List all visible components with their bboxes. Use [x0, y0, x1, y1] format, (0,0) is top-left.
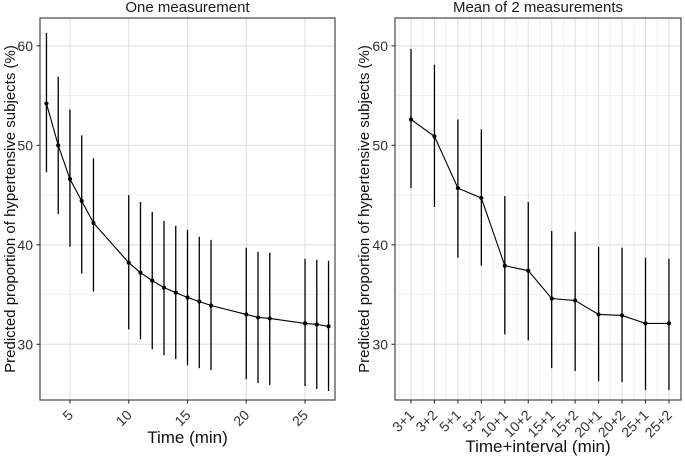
- x-tick-labels: 3+13+25+15+210+110+215+115+220+120+225+1…: [389, 407, 675, 441]
- svg-text:40: 40: [17, 237, 33, 253]
- panel-right: 30 40 50 60 3+13+25+15+210+110+215+115+220+1…: [372, 17, 682, 441]
- estimate-points: [44, 101, 331, 329]
- panel-border: [394, 17, 682, 401]
- svg-text:50: 50: [372, 137, 388, 153]
- y-axis-title-right: Predicted proportion of hypertensive sub…: [356, 45, 373, 373]
- svg-text:20: 20: [230, 407, 252, 429]
- estimate-line: [410, 119, 669, 324]
- svg-text:40: 40: [372, 237, 388, 253]
- svg-text:3+2: 3+2: [412, 407, 440, 435]
- svg-text:3+1: 3+1: [389, 407, 417, 435]
- panel-title-left: One measurement: [125, 0, 250, 16]
- x-axis-title-left: Time (min): [147, 428, 228, 447]
- svg-text:5: 5: [59, 407, 76, 424]
- axis-ticks: [36, 45, 306, 404]
- svg-text:30: 30: [17, 336, 33, 352]
- y-tick-labels: 30 40 50 60: [17, 38, 33, 352]
- svg-text:30: 30: [372, 336, 388, 352]
- svg-text:60: 60: [17, 38, 33, 54]
- svg-text:50: 50: [17, 137, 33, 153]
- svg-text:15: 15: [171, 407, 193, 429]
- panel-title-right: Mean of 2 measurements: [452, 0, 624, 16]
- svg-text:10: 10: [113, 407, 135, 429]
- axis-ticks: [391, 45, 670, 404]
- x-axis-title-right: Time+interval (min): [465, 437, 611, 456]
- svg-text:25+2: 25+2: [641, 407, 675, 441]
- svg-text:60: 60: [372, 38, 388, 54]
- svg-text:5+1: 5+1: [436, 407, 464, 435]
- x-tick-labels: 5 10 15 20 25: [59, 407, 311, 429]
- svg-text:25: 25: [289, 407, 311, 429]
- y-tick-labels: 30 40 50 60: [372, 38, 388, 352]
- estimate-points: [408, 117, 672, 326]
- y-axis-title-left: Predicted proportion of hypertensive sub…: [2, 45, 19, 373]
- panel-left: 30 40 50 60 5 10 15 20 25: [17, 17, 336, 429]
